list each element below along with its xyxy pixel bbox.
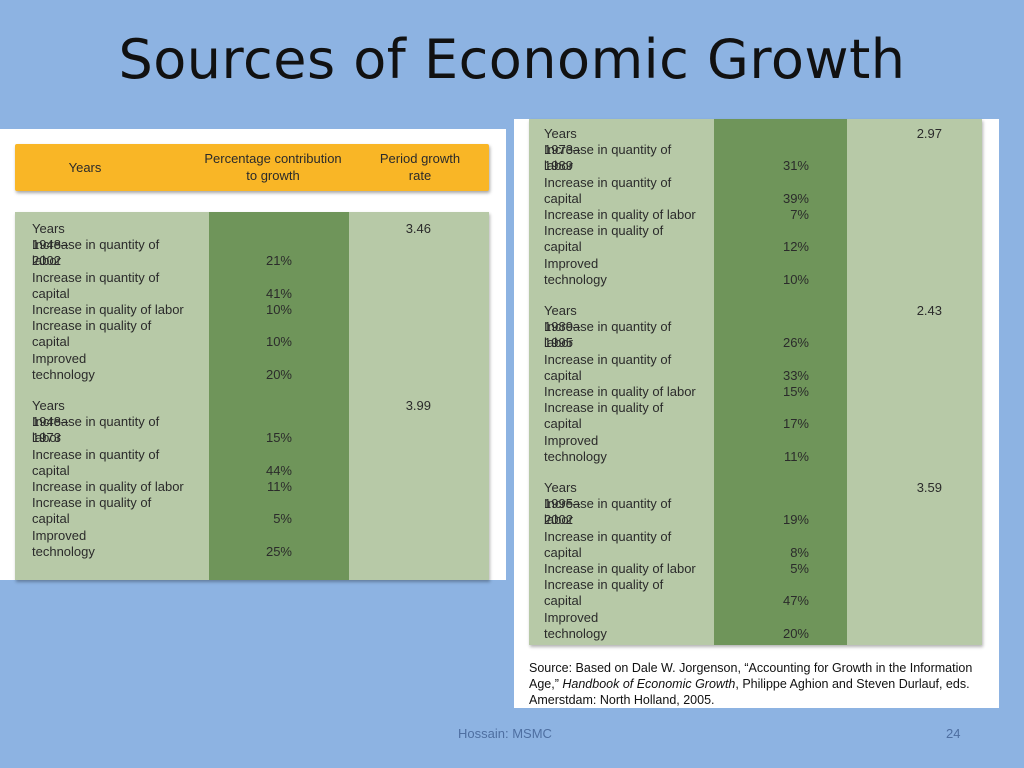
factor-label: Increase in quantity of capital: [32, 446, 160, 478]
slide-title: Sources of Economic Growth: [118, 28, 906, 91]
footer-author: Hossain: MSMC: [458, 726, 552, 741]
contribution-value: 5%: [273, 511, 292, 527]
factor-label: Improved technology: [32, 350, 95, 382]
contribution-value: 17%: [782, 416, 809, 432]
contribution-value: 26%: [782, 335, 809, 351]
period-growth-rate: 2.97: [916, 126, 942, 141]
source-note: Source: Based on Dale W. Jorgenson, “Acc…: [529, 660, 994, 708]
period-growth-rate: 3.99: [405, 398, 431, 413]
factor-label: Increase in quality of labor: [544, 384, 696, 399]
period-label: Years 1995–2002: [544, 480, 581, 527]
contribution-value: 39%: [782, 190, 809, 206]
factor-label: Increase in quality of capital: [544, 577, 664, 609]
source-prefix: Source: Based on Dale W. Jorgenson, “Acc…: [529, 661, 973, 691]
factor-label: Increase in quality of labor: [544, 561, 696, 576]
right-table: Years 1973–1989 2.97 Increase in quantity …: [529, 119, 982, 645]
contribution-value: 33%: [782, 367, 809, 383]
factor-label: Increase in quality of labor: [32, 479, 184, 494]
factor-label: Increase in quality of capital: [544, 223, 664, 255]
contribution-value: 8%: [790, 544, 809, 560]
period-growth-rate: 3.59: [916, 480, 942, 495]
factor-label: Improved technology: [544, 432, 607, 464]
period-growth-rate: 3.46: [405, 221, 431, 236]
contribution-value: 31%: [782, 158, 809, 174]
factor-label: Increase in quantity of labor: [32, 237, 160, 269]
factor-label: Increase in quantity of labor: [544, 142, 672, 174]
contribution-value: 21%: [265, 253, 292, 269]
source-suffix: , Philippe Aghion and Steven Durlauf, ed…: [529, 677, 970, 707]
period-label: Years 1948–1973: [32, 398, 69, 445]
contribution-value: 20%: [265, 366, 292, 382]
table-header-bar: Years Percentage contribution to growth …: [15, 144, 489, 191]
factor-label: Increase in quantity of labor: [32, 414, 160, 446]
left-table: Years 1948–2002 3.46 Increase in quantity …: [15, 212, 489, 580]
factor-label: Increase in quantity of labor: [544, 319, 672, 351]
factor-label: Increase in quality of capital: [32, 495, 152, 527]
factor-label: Increase in quantity of capital: [544, 174, 672, 206]
contribution-value: 19%: [782, 512, 809, 528]
contribution-value: 10%: [265, 302, 292, 317]
contribution-value: 15%: [265, 430, 292, 446]
contribution-value: 12%: [782, 239, 809, 255]
contribution-value: 7%: [790, 207, 809, 222]
contribution-value: 25%: [265, 543, 292, 559]
period-label: Years 1948–2002: [32, 221, 69, 268]
contribution-value: 41%: [265, 285, 292, 301]
factor-label: Improved technology: [32, 527, 95, 559]
factor-label: Increase in quality of capital: [544, 400, 664, 432]
source-book-title: Handbook of Economic Growth: [562, 677, 736, 691]
left-table-panel: Years Percentage contribution to growth …: [0, 129, 506, 580]
factor-label: Improved technology: [544, 609, 607, 641]
period-label: Years 1973–1989: [544, 126, 581, 173]
contribution-value: 10%: [265, 334, 292, 350]
contribution-value: 20%: [782, 625, 809, 641]
factor-label: Increase in quality of labor: [544, 207, 696, 222]
header-rate: Period growth rate: [379, 151, 461, 183]
contribution-value: 11%: [266, 479, 292, 494]
factor-label: Increase in quantity of capital: [544, 528, 672, 560]
period-growth-rate: 2.43: [916, 303, 942, 318]
period-label: Years 1989–1995: [544, 303, 581, 350]
contribution-value: 5%: [790, 561, 809, 576]
contribution-value: 10%: [782, 271, 809, 287]
factor-label: Improved technology: [544, 255, 607, 287]
factor-label: Increase in quantity of capital: [32, 269, 160, 301]
header-years: Years: [68, 160, 102, 175]
contribution-value: 15%: [782, 384, 809, 399]
factor-label: Increase in quantity of labor: [544, 496, 672, 528]
contribution-column: [714, 119, 847, 645]
contribution-value: 47%: [782, 593, 809, 609]
factor-label: Increase in quantity of capital: [544, 351, 672, 383]
page-number: 24: [946, 726, 961, 741]
contribution-column: [209, 212, 349, 580]
factor-label: Increase in quality of capital: [32, 318, 152, 350]
right-table-panel: Years 1973–1989 2.97 Increase in quantity …: [514, 119, 999, 708]
contribution-value: 44%: [265, 462, 292, 478]
factor-label: Increase in quality of labor: [32, 302, 184, 317]
header-contribution: Percentage contribution to growth: [204, 151, 342, 183]
contribution-value: 11%: [783, 448, 809, 464]
